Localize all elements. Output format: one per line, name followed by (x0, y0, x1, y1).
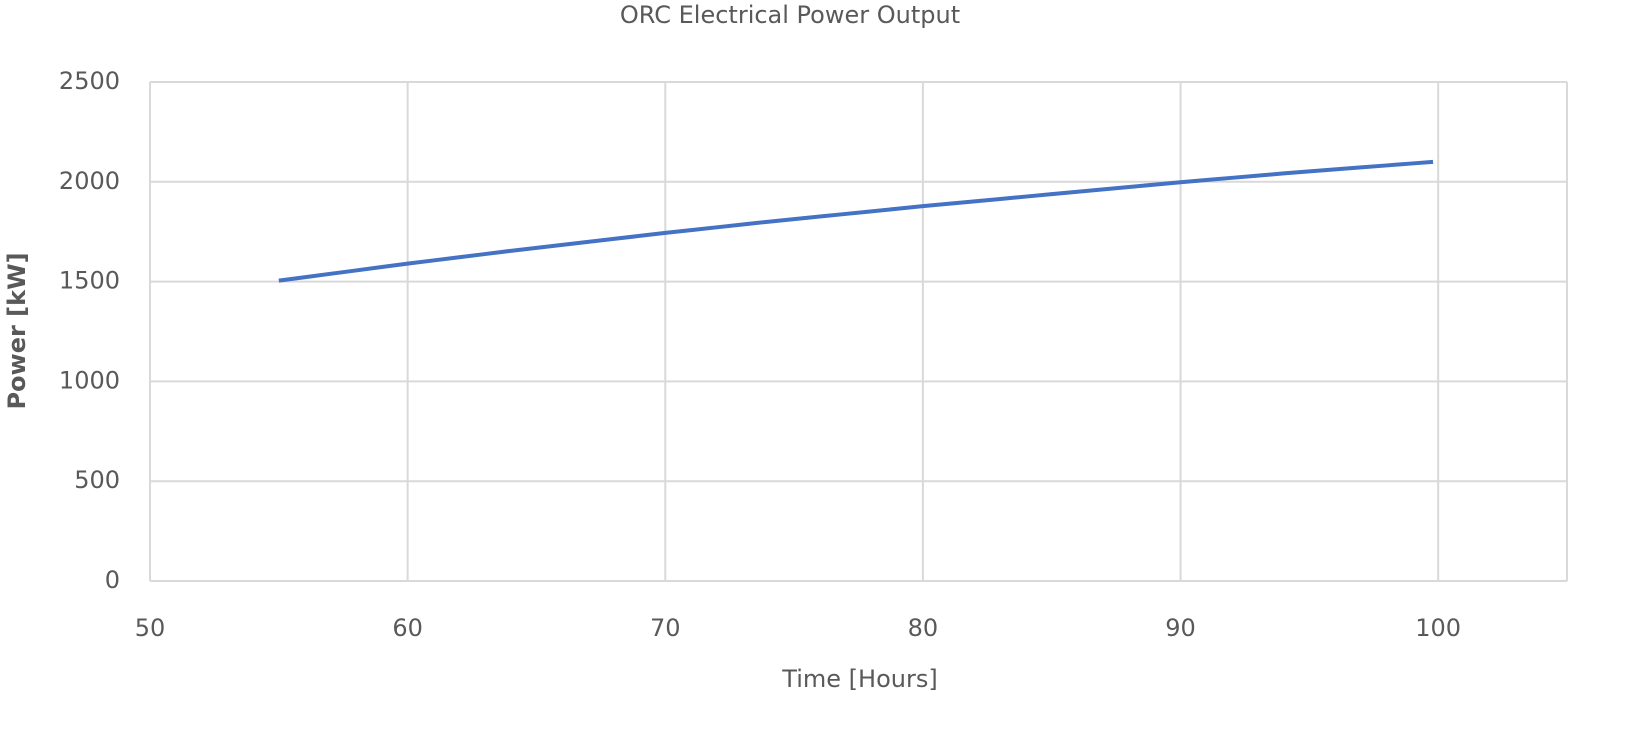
y-tick-label: 1000 (59, 366, 120, 394)
y-tick-label: 2000 (59, 167, 120, 195)
x-tick-label: 70 (650, 614, 681, 642)
y-tick-label: 2500 (59, 67, 120, 95)
y-tick-label: 500 (74, 466, 120, 494)
x-tick-label: 90 (1165, 614, 1196, 642)
y-axis-title: Power [kW] (3, 252, 31, 409)
x-tick-label: 80 (908, 614, 939, 642)
y-tick-label: 1500 (59, 267, 120, 295)
x-tick-label: 60 (392, 614, 423, 642)
x-tick-label: 100 (1415, 614, 1461, 642)
chart-title: ORC Electrical Power Output (620, 1, 960, 29)
x-axis-title: Time [Hours] (781, 665, 937, 693)
data-line (278, 159, 1434, 283)
x-tick-label: 50 (135, 614, 166, 642)
y-tick-label: 0 (105, 566, 120, 594)
